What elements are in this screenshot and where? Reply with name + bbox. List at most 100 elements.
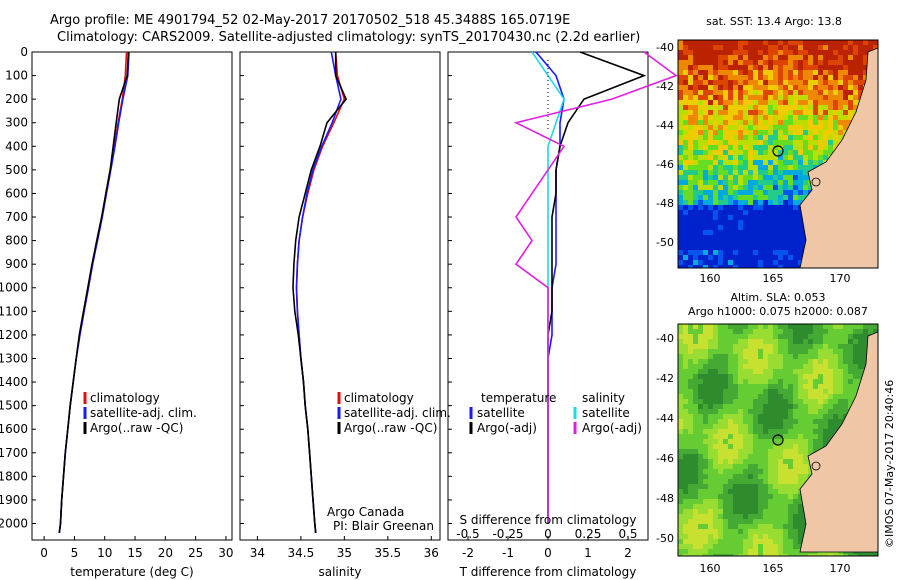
map-cell bbox=[733, 170, 738, 175]
map-cell bbox=[708, 454, 713, 459]
map-cell bbox=[748, 165, 753, 170]
map-cell bbox=[788, 265, 793, 268]
map-cell bbox=[818, 60, 823, 65]
map-cell bbox=[778, 130, 783, 135]
map-cell bbox=[793, 364, 798, 369]
map-cell bbox=[748, 105, 753, 110]
map-cell bbox=[703, 364, 708, 369]
map-cell bbox=[713, 489, 718, 494]
map-cell bbox=[793, 45, 798, 50]
map-cell bbox=[808, 354, 813, 359]
map-cell bbox=[768, 75, 773, 80]
map-cell bbox=[733, 220, 738, 225]
map-cell bbox=[743, 70, 748, 75]
map-cell bbox=[728, 185, 733, 190]
map-cell bbox=[703, 384, 708, 389]
map-cell bbox=[718, 434, 723, 439]
map-cell bbox=[808, 394, 813, 399]
map-cell bbox=[718, 329, 723, 334]
map-cell bbox=[733, 519, 738, 524]
map-cell bbox=[718, 449, 723, 454]
map-cell bbox=[863, 339, 868, 344]
map-cell bbox=[758, 180, 763, 185]
map-cell bbox=[713, 250, 718, 255]
map-cell bbox=[848, 40, 853, 45]
map-cell bbox=[848, 359, 853, 364]
map-cell bbox=[768, 160, 773, 165]
map-cell bbox=[733, 459, 738, 464]
map-cell bbox=[793, 150, 798, 155]
map-cell bbox=[773, 334, 778, 339]
map-cell bbox=[718, 120, 723, 125]
map-cell bbox=[808, 185, 813, 190]
map-cell bbox=[803, 120, 808, 125]
map-cell bbox=[768, 130, 773, 135]
map-cell bbox=[793, 180, 798, 185]
map-cell bbox=[768, 549, 773, 554]
map-cell bbox=[708, 155, 713, 160]
map-cell bbox=[783, 369, 788, 374]
map-cell bbox=[828, 90, 833, 95]
map-cell bbox=[738, 40, 743, 45]
map-cell bbox=[733, 180, 738, 185]
map-cell bbox=[753, 499, 758, 504]
map-cell bbox=[703, 369, 708, 374]
map-cell bbox=[738, 70, 743, 75]
map-cell bbox=[713, 145, 718, 150]
map-cell bbox=[798, 464, 803, 469]
map-cell bbox=[823, 434, 828, 439]
map-cell bbox=[713, 160, 718, 165]
map-cell bbox=[813, 384, 818, 389]
map-cell bbox=[718, 190, 723, 195]
map-cell bbox=[683, 115, 688, 120]
map-cell bbox=[738, 210, 743, 215]
map-cell bbox=[793, 529, 798, 534]
map-cell bbox=[778, 85, 783, 90]
map-cell bbox=[783, 349, 788, 354]
map-cell bbox=[693, 40, 698, 45]
map-cell bbox=[678, 414, 683, 419]
map-cell bbox=[703, 449, 708, 454]
map-cell bbox=[768, 95, 773, 100]
map-cell bbox=[703, 434, 708, 439]
map-cell bbox=[793, 434, 798, 439]
map-cell bbox=[763, 175, 768, 180]
map-cell bbox=[758, 484, 763, 489]
map-cell bbox=[793, 414, 798, 419]
x-tick-label: 15 bbox=[127, 546, 142, 560]
map-cell bbox=[838, 105, 843, 110]
map-cell bbox=[783, 489, 788, 494]
map-cell bbox=[728, 469, 733, 474]
map-cell bbox=[843, 105, 848, 110]
credit-line-2: PI: Blair Greenan bbox=[333, 519, 434, 533]
map-cell bbox=[723, 514, 728, 519]
map-cell bbox=[858, 324, 863, 329]
map-cell bbox=[773, 260, 778, 265]
map-cell bbox=[783, 40, 788, 45]
map-cell bbox=[833, 429, 838, 434]
map-cell bbox=[708, 230, 713, 235]
map-cell bbox=[698, 180, 703, 185]
map-cell bbox=[693, 459, 698, 464]
map-cell bbox=[728, 354, 733, 359]
map-cell bbox=[758, 175, 763, 180]
map-cell bbox=[788, 329, 793, 334]
map-cell bbox=[813, 55, 818, 60]
map-cell bbox=[773, 474, 778, 479]
map-cell bbox=[683, 40, 688, 45]
map-cell bbox=[858, 90, 863, 95]
map-cell bbox=[843, 45, 848, 50]
map-cell bbox=[798, 454, 803, 459]
map-cell bbox=[753, 245, 758, 250]
map-cell bbox=[833, 110, 838, 115]
map-cell bbox=[778, 215, 783, 220]
map-cell bbox=[808, 140, 813, 145]
series-line-argo-raw-qc- bbox=[58, 51, 130, 534]
map-cell bbox=[723, 185, 728, 190]
map-cell bbox=[703, 399, 708, 404]
map-cell bbox=[708, 549, 713, 554]
map-cell bbox=[698, 70, 703, 75]
map-cell bbox=[703, 230, 708, 235]
map-cell bbox=[803, 459, 808, 464]
map-cell bbox=[808, 60, 813, 65]
